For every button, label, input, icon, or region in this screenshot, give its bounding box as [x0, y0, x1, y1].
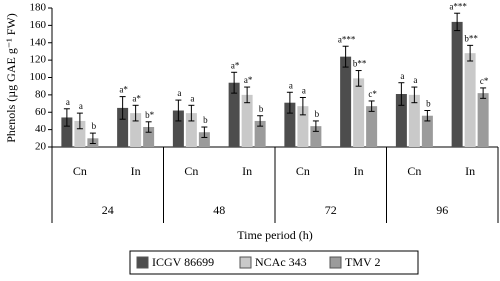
- significance-letter: a*: [244, 75, 253, 85]
- significance-letter: a*: [231, 60, 240, 70]
- y-tick-label: 180: [30, 2, 47, 14]
- significance-letter: a***: [338, 34, 356, 44]
- bar: [366, 106, 378, 147]
- y-tick-label: 60: [35, 106, 47, 118]
- bar: [395, 94, 407, 147]
- bar: [408, 94, 420, 147]
- legend-swatch: [239, 256, 252, 269]
- bar: [241, 94, 253, 147]
- bar: [477, 93, 489, 147]
- significance-letter: a***: [449, 1, 467, 11]
- significance-letter: a: [79, 101, 83, 111]
- x-axis-label: Time period (h): [237, 228, 313, 242]
- bar: [130, 113, 142, 147]
- x-tick-label: In: [131, 164, 141, 178]
- significance-letter: b*: [145, 110, 155, 120]
- significance-letter: b: [92, 121, 97, 131]
- significance-letter: b**: [353, 59, 367, 69]
- legend-label: ICGV 86699: [152, 255, 214, 269]
- bar: [61, 117, 73, 147]
- y-tick-label: 80: [35, 88, 47, 100]
- bar: [198, 132, 210, 147]
- significance-letter: a*: [119, 85, 128, 95]
- significance-letter: a: [177, 88, 181, 98]
- x-tick-label: Cn: [73, 164, 87, 178]
- y-tick-label: 140: [30, 36, 47, 48]
- significance-letter: b: [203, 115, 208, 125]
- legend-box: [129, 250, 419, 275]
- y-tick-label: 120: [30, 54, 47, 66]
- x-tick-label: Cn: [296, 164, 310, 178]
- x-tick-label: In: [354, 164, 364, 178]
- x-tick-label: In: [242, 164, 252, 178]
- bar: [421, 115, 433, 147]
- bar: [172, 110, 184, 147]
- legend-swatch: [136, 256, 149, 269]
- legend-swatch: [329, 256, 342, 269]
- x-tick-label: Cn: [407, 164, 421, 178]
- y-tick-label: 20: [35, 141, 47, 153]
- bar: [451, 21, 463, 147]
- x-tick-label: In: [465, 164, 475, 178]
- significance-letter: c*: [368, 89, 377, 99]
- group-label: 48: [213, 203, 225, 217]
- significance-letter: a: [190, 93, 194, 103]
- significance-letter: b: [259, 104, 264, 114]
- significance-letter: a: [413, 75, 417, 85]
- bar: [310, 126, 322, 147]
- significance-letter: a*: [132, 93, 141, 103]
- y-tick-label: 160: [30, 19, 47, 31]
- significance-letter: b**: [464, 33, 478, 43]
- y-tick-label: 40: [35, 123, 47, 135]
- group-label: 72: [325, 203, 337, 217]
- significance-letter: a: [400, 71, 404, 81]
- group-label: 24: [102, 203, 114, 217]
- bar: [228, 82, 240, 147]
- significance-letter: a: [289, 80, 293, 90]
- bar: [340, 56, 352, 147]
- group-label: 96: [436, 203, 448, 217]
- significance-letter: b: [426, 99, 431, 109]
- bar: [254, 120, 266, 147]
- legend-label: TMV 2: [345, 255, 380, 269]
- bar: [297, 106, 309, 147]
- bar: [74, 120, 86, 147]
- bar: [284, 102, 296, 147]
- bar: [117, 107, 129, 147]
- significance-letter: a: [66, 97, 70, 107]
- bar: [464, 53, 476, 147]
- bar: [143, 127, 155, 147]
- significance-letter: c*: [480, 76, 489, 86]
- significance-letter: b: [315, 109, 320, 119]
- x-tick-label: Cn: [184, 164, 198, 178]
- bar: [353, 78, 365, 147]
- legend-label: NCAc 343: [255, 255, 307, 269]
- bar: [185, 113, 197, 147]
- y-axis-label: Phenols (µg GAE g⁻¹ FW): [4, 13, 18, 143]
- y-tick-label: 100: [30, 71, 47, 83]
- significance-letter: a: [302, 86, 306, 96]
